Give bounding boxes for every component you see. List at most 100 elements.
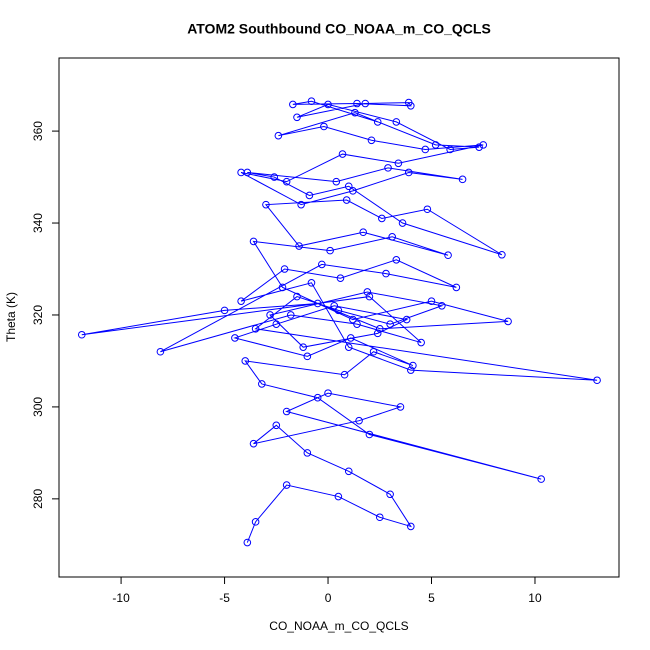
data-point — [427, 297, 436, 305]
chart-title: ATOM2 Southbound CO_NOAA_m_CO_QCLS — [187, 21, 491, 37]
x-axis-label: CO_NOAA_m_CO_QCLS — [269, 619, 408, 633]
x-tick-label: 0 — [325, 591, 332, 605]
data-point — [444, 251, 452, 260]
data-point — [409, 361, 417, 370]
data-point — [394, 159, 403, 168]
data-point — [324, 100, 332, 109]
y-tick-label: 360 — [31, 121, 45, 141]
data-point — [344, 182, 353, 191]
data-point — [295, 242, 303, 250]
y-tick-label: 300 — [31, 397, 45, 417]
data-point — [365, 430, 374, 439]
data-point — [338, 150, 347, 158]
data-point — [282, 177, 291, 186]
data-point — [446, 145, 454, 154]
data-point — [353, 320, 361, 328]
data-point — [286, 311, 295, 319]
data-point — [375, 324, 384, 333]
data-point — [537, 475, 545, 483]
data-point — [504, 317, 512, 326]
data-point — [237, 297, 245, 305]
data-point — [340, 370, 349, 379]
data-point — [289, 100, 297, 109]
data-point — [367, 136, 376, 145]
data-point — [375, 513, 384, 522]
data-point — [498, 250, 506, 259]
data-point — [272, 421, 281, 430]
data-point — [359, 228, 368, 237]
data-point — [423, 205, 432, 214]
data-point — [353, 99, 361, 108]
data-point — [307, 97, 316, 106]
data-point — [278, 283, 287, 292]
data-point — [270, 173, 279, 181]
data-point — [280, 265, 289, 273]
data-point — [324, 389, 332, 397]
data-point — [313, 393, 322, 402]
x-tick-label: -10 — [112, 591, 130, 605]
data-point — [384, 164, 392, 172]
data-point — [320, 122, 328, 131]
data-point — [392, 118, 401, 126]
data-point — [344, 343, 353, 351]
data-point — [332, 177, 341, 186]
data-point — [305, 191, 314, 200]
data-point — [313, 299, 322, 308]
data-point — [361, 99, 370, 108]
y-tick-label: 340 — [31, 213, 45, 233]
data-point — [274, 131, 283, 140]
data-point — [299, 343, 307, 351]
data-point — [417, 338, 425, 347]
data-point — [344, 467, 353, 476]
data-point — [431, 141, 440, 149]
data-point — [355, 416, 363, 425]
data-point — [349, 187, 357, 195]
data-point — [156, 347, 165, 356]
data-point — [365, 292, 374, 301]
data-point — [346, 334, 355, 342]
data-point — [251, 324, 260, 333]
data-point — [349, 315, 357, 324]
data-point — [249, 237, 258, 246]
data-point — [262, 200, 270, 209]
data-point — [303, 449, 312, 457]
data-point — [249, 439, 258, 448]
data-point — [220, 306, 229, 315]
data-point — [297, 200, 305, 209]
data-point — [452, 283, 461, 292]
data-point — [334, 306, 343, 315]
data-point — [421, 145, 430, 154]
data-point — [479, 141, 488, 149]
y-tick-label: 280 — [31, 489, 45, 509]
data-point — [241, 357, 250, 365]
data-point — [307, 278, 316, 287]
data-point — [438, 301, 446, 310]
data-point — [243, 538, 252, 547]
data-point — [458, 175, 467, 184]
data-point — [336, 274, 345, 282]
y-axis-label: Theta (K) — [4, 292, 18, 342]
data-point — [334, 492, 343, 501]
data-point — [388, 233, 396, 241]
data-point — [326, 246, 334, 255]
data-point — [237, 168, 245, 177]
data-point — [330, 301, 339, 310]
data-point — [396, 403, 405, 411]
data-point — [272, 320, 281, 328]
y-tick-label: 320 — [31, 305, 45, 325]
x-tick-label: -5 — [219, 591, 230, 605]
data-point — [407, 522, 415, 531]
data-point — [398, 219, 407, 227]
data-point — [402, 315, 411, 324]
data-point — [407, 102, 415, 110]
data-point — [369, 347, 378, 356]
data-point — [363, 288, 372, 296]
data-point — [392, 256, 401, 264]
data-point — [342, 196, 351, 204]
data-line — [81, 100, 598, 543]
data-point — [386, 320, 394, 328]
data-point — [293, 113, 301, 122]
data-point — [318, 260, 326, 269]
data-point — [231, 334, 239, 342]
